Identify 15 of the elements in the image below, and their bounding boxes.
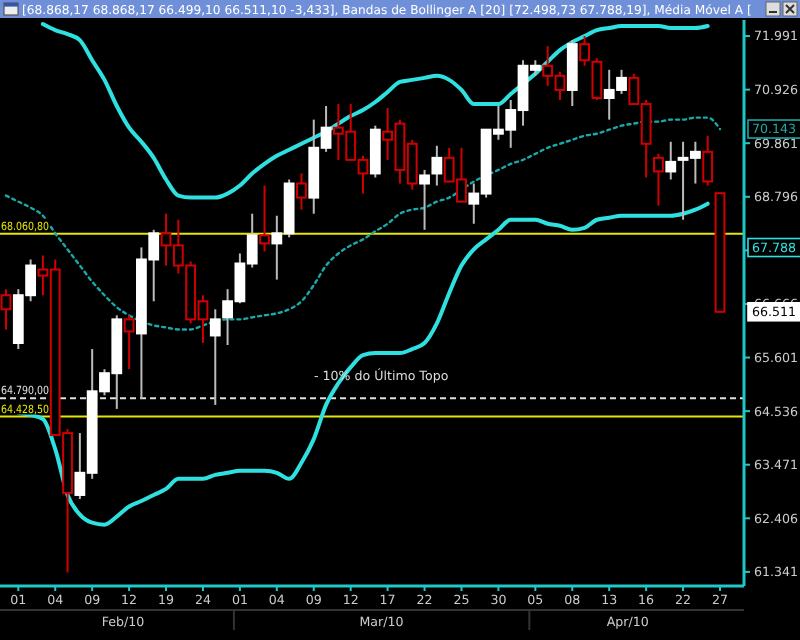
candlestick [209,308,221,406]
candlestick [702,134,714,187]
candlestick [369,124,381,179]
candlestick [431,144,443,187]
candlestick [566,39,578,108]
candlestick [259,184,270,253]
candlestick [665,140,677,181]
candlestick [591,57,603,101]
candlestick [0,288,12,331]
line-series [40,22,710,200]
candlestick [296,172,307,211]
candlestick [419,168,430,231]
candlestick [579,35,590,67]
candlestick [653,152,664,207]
candlestick [123,314,135,371]
